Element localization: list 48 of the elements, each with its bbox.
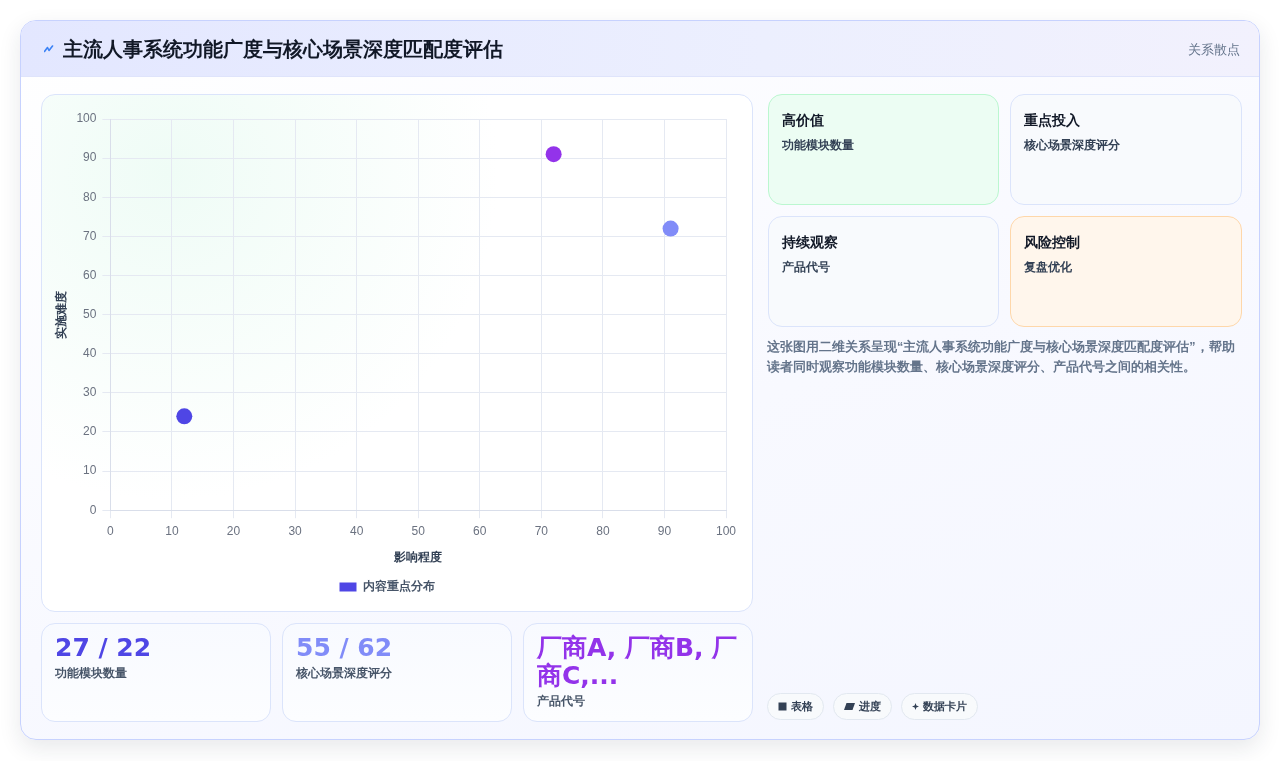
- text: 表格: [791, 699, 813, 714]
- y-axis-title: 实施难度: [53, 290, 68, 339]
- point: [545, 146, 562, 163]
- x-tick-label: 10: [165, 523, 179, 538]
- text: 复盘优化: [1024, 259, 1073, 275]
- y-tick-label: 0: [89, 502, 97, 517]
- y-tick-label: 50: [83, 306, 97, 321]
- x-tick-label: 50: [411, 523, 426, 538]
- y-tick-label: 70: [83, 228, 97, 243]
- x-axis-title: 影响程度: [393, 550, 443, 565]
- text: 这张图用二维关系呈现“主流人事系统功能广度与核心场景深度匹配度评估”，帮助读者同时观察功能模块数量、核心场景深度评分、产品代号之间的相关性。: [767, 338, 1236, 376]
- y-tick-label: 100: [76, 111, 97, 126]
- x-tick-label: 90: [657, 523, 672, 538]
- text: 持续观察: [782, 233, 839, 252]
- x-tick-label: 0: [107, 523, 115, 538]
- y-tick-label: 30: [83, 385, 97, 400]
- text: 55 / 62: [296, 633, 394, 662]
- text: 核心场景深度评分: [296, 665, 393, 681]
- y-tick-label: 60: [83, 267, 97, 282]
- x-tick-label: 30: [288, 523, 303, 538]
- legend-label: 内容重点分布: [362, 579, 435, 594]
- text: 风险控制: [1024, 233, 1081, 252]
- text: 产品代号: [782, 259, 831, 275]
- y-tick-label: 20: [83, 424, 97, 439]
- x-tick-label: 20: [226, 523, 241, 538]
- point: [176, 408, 193, 425]
- text: 核心场景深度评分: [1024, 137, 1121, 153]
- x-tick-label: 60: [473, 523, 487, 538]
- x-tick-label: 40: [349, 523, 364, 538]
- text: 进度: [859, 699, 881, 714]
- text: 功能模块数量: [55, 665, 128, 681]
- text: 主流人事系统功能广度与核心场景深度匹配度评估: [63, 37, 503, 62]
- text: 数据卡片: [923, 699, 967, 714]
- text: 重点投入: [1024, 111, 1081, 130]
- x-tick-label: 100: [715, 523, 737, 538]
- point: [662, 220, 679, 237]
- y-tick-label: 90: [83, 150, 97, 165]
- y-tick-label: 80: [83, 189, 97, 204]
- y-tick-label: 40: [83, 346, 97, 361]
- x-tick-label: 80: [596, 523, 610, 538]
- text: 产品代号: [537, 693, 586, 709]
- text: 厂商A, 厂商B, 厂商C,...: [537, 633, 739, 690]
- text: 27 / 22: [55, 633, 153, 662]
- text: 关系散点: [1188, 41, 1240, 59]
- y-tick-label: 10: [83, 463, 97, 478]
- x-tick-label: 70: [534, 523, 549, 538]
- text: 功能模块数量: [782, 137, 855, 153]
- text: 高价值: [782, 111, 825, 130]
